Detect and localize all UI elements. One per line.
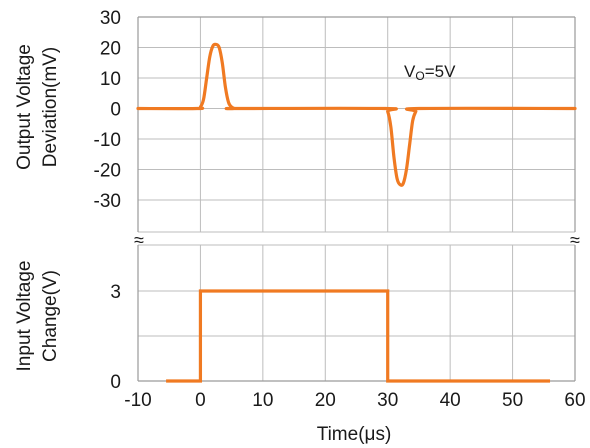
lower-ytick-label: 0 (110, 372, 121, 393)
upper-ytick-label: -20 (94, 161, 121, 182)
xtick-label: 60 (564, 390, 585, 411)
vo-annotation-sub: O (415, 69, 424, 83)
upper-ytick-label: 30 (100, 8, 121, 29)
vo-annotation: VO=5V (404, 62, 456, 83)
input-change-line (166, 289, 551, 383)
x-axis-label: Time(μs) (317, 424, 392, 445)
upper-ytick-label: 0 (110, 100, 121, 121)
series (136, 42, 577, 383)
axis-break-left: ≈ (134, 230, 144, 250)
xtick-label: 40 (440, 390, 461, 411)
upper-ytick-label: 20 (100, 39, 121, 60)
xtick-label: 50 (502, 390, 523, 411)
vo-annotation-rest: =5V (425, 62, 456, 81)
lower-ylabel-line2: Change(V) (40, 270, 61, 362)
upper-ytick-label: 10 (100, 69, 121, 90)
plot-frame (137, 16, 576, 382)
upper-ylabel-line2: Deviation(mV) (40, 47, 61, 167)
upper-ytick-label: -10 (94, 130, 121, 151)
lower-ytick-label: 3 (110, 282, 121, 303)
upper-ylabel-line1: Output Voltage (14, 44, 35, 170)
upper-ytick-label: -30 (94, 191, 121, 212)
xtick-label: 30 (377, 390, 398, 411)
xtick-label: -10 (124, 390, 151, 411)
vo-annotation-main: V (404, 62, 416, 81)
output-deviation-line (136, 42, 577, 187)
xtick-label: 20 (315, 390, 336, 411)
grid (137, 16, 576, 381)
xtick-label: 0 (195, 390, 206, 411)
xtick-label: 10 (252, 390, 273, 411)
axis-break-right: ≈ (570, 230, 580, 250)
lower-ylabel-line1: Input Voltage (14, 261, 35, 372)
